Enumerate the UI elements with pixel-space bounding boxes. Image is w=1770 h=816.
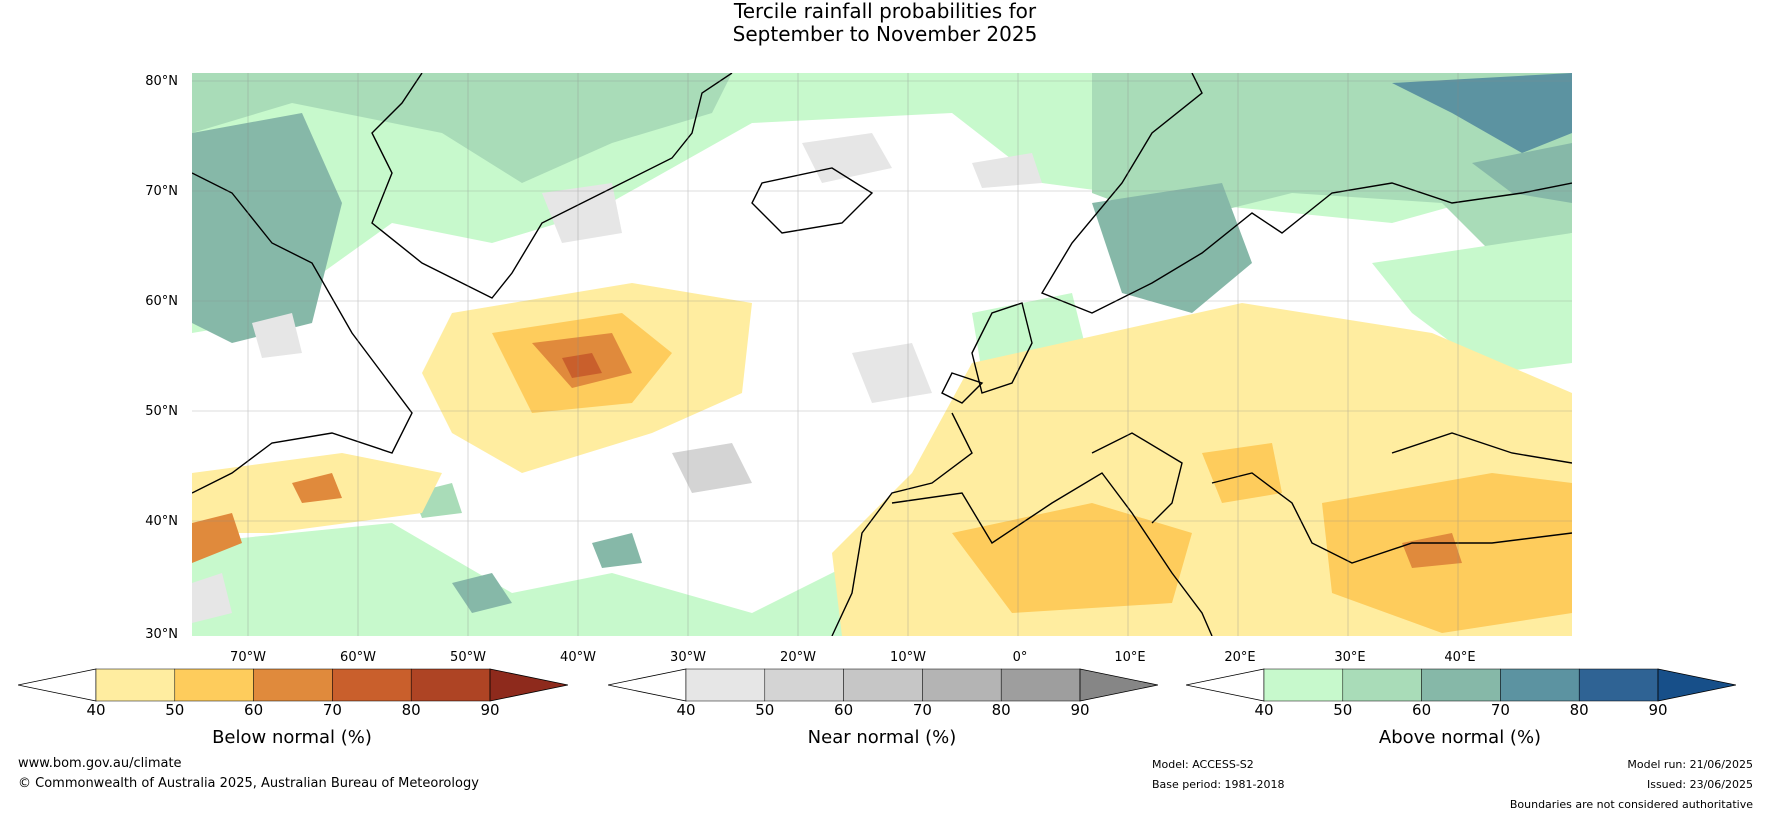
footer-copyright: © Commonwealth of Australia 2025, Austra… (18, 776, 479, 791)
lon-label-20e: 20°E (1224, 650, 1256, 665)
lat-label-60n: 60°N (145, 294, 178, 309)
colorbar-below-normal-label: Below normal (%) (212, 727, 372, 748)
colorbar-1-low-arrow (608, 668, 687, 702)
lon-label-10e: 10°E (1114, 650, 1146, 665)
colorbar-1-tick: 80 (991, 701, 1011, 719)
near-normal-shading (192, 133, 1042, 623)
colorbar-1-high-arrow (1079, 668, 1158, 702)
lon-label-40w: 40°W (560, 650, 596, 665)
colorbar-2-tick: 70 (1490, 701, 1510, 719)
colorbar-0-tick: 70 (322, 701, 342, 719)
colorbar-2-tick: 60 (1412, 701, 1432, 719)
lon-label-40e: 40°E (1444, 650, 1476, 665)
colorbar-0-segment (95, 668, 176, 702)
colorbar-2-segment (1263, 668, 1344, 702)
colorbar-0-segment (410, 668, 491, 702)
graticule (192, 73, 1572, 636)
colorbar-0-tick: 50 (165, 701, 185, 719)
colorbar-near-normal (608, 668, 1158, 702)
map-canvas (192, 73, 1572, 636)
colorbar-0-high-arrow (489, 668, 568, 702)
colorbar-0-tick: 40 (86, 701, 106, 719)
footer-base-period: Base period: 1981-2018 (1152, 778, 1285, 791)
lat-label-30n: 30°N (145, 627, 178, 642)
footer-url: www.bom.gov.au/climate (18, 756, 182, 771)
colorbar-2-tick: 80 (1569, 701, 1589, 719)
above-normal-shading (192, 73, 1572, 636)
colorbar-1-tick: 60 (834, 701, 854, 719)
lon-label-50w: 50°W (450, 650, 486, 665)
lon-label-30w: 30°W (670, 650, 706, 665)
colorbar-1-segment (843, 668, 923, 702)
colorbar-1-segment (922, 668, 1002, 702)
colorbar-2-segment (1421, 668, 1501, 702)
map-title-line-1: Tercile rainfall probabilities for (733, 0, 1037, 23)
footer-issued: Issued: 23/06/2025 (1646, 778, 1753, 791)
colorbar-2-segment (1578, 668, 1659, 702)
colorbar-1-segment (764, 668, 844, 702)
lon-label-60w: 60°W (340, 650, 376, 665)
colorbar-2-tick: 90 (1648, 701, 1668, 719)
colorbar-1-tick: 50 (755, 701, 775, 719)
lon-label-70w: 70°W (230, 650, 266, 665)
footer-model-run: Model run: 21/06/2025 (1627, 758, 1753, 771)
below-normal-shading (192, 283, 1572, 636)
coastlines (192, 73, 1572, 636)
colorbar-0-tick: 90 (480, 701, 500, 719)
colorbar-0-low-arrow (18, 668, 97, 702)
colorbar-0-tick: 80 (401, 701, 421, 719)
colorbar-near-normal-label: Near normal (%) (807, 727, 957, 748)
lat-label-70n: 70°N (145, 184, 178, 199)
lat-label-40n: 40°N (145, 514, 178, 529)
colorbar-2-tick: 50 (1333, 701, 1353, 719)
lon-label-0: 0° (1012, 650, 1028, 665)
colorbar-above-normal-label: Above normal (%) (1378, 727, 1542, 748)
colorbar-0-segment (332, 668, 412, 702)
colorbar-below-normal (18, 668, 568, 702)
colorbar-1-tick: 40 (676, 701, 696, 719)
colorbar-1-tick: 70 (912, 701, 932, 719)
colorbar-0-segment (253, 668, 333, 702)
colorbar-2-segment (1500, 668, 1580, 702)
lat-label-50n: 50°N (145, 404, 178, 419)
probability-map (192, 73, 1572, 636)
colorbar-0-tick: 60 (244, 701, 264, 719)
colorbar-2-low-arrow (1186, 668, 1265, 702)
colorbar-1-segment (1000, 668, 1081, 702)
colorbar-above-normal (1186, 668, 1736, 702)
lon-label-10w: 10°W (890, 650, 926, 665)
colorbar-2-segment (1342, 668, 1422, 702)
map-title-line-2: September to November 2025 (732, 22, 1038, 46)
colorbar-0-segment (174, 668, 254, 702)
colorbar-1-tick: 90 (1070, 701, 1090, 719)
lon-label-20w: 20°W (780, 650, 816, 665)
lat-label-80n: 80°N (145, 74, 178, 89)
footer-disclaimer: Boundaries are not considered authoritat… (1509, 798, 1753, 811)
lon-label-30e: 30°E (1334, 650, 1366, 665)
colorbar-2-high-arrow (1657, 668, 1736, 702)
colorbar-1-segment (685, 668, 766, 702)
colorbar-2-tick: 40 (1254, 701, 1274, 719)
footer-model: Model: ACCESS-S2 (1152, 758, 1254, 771)
